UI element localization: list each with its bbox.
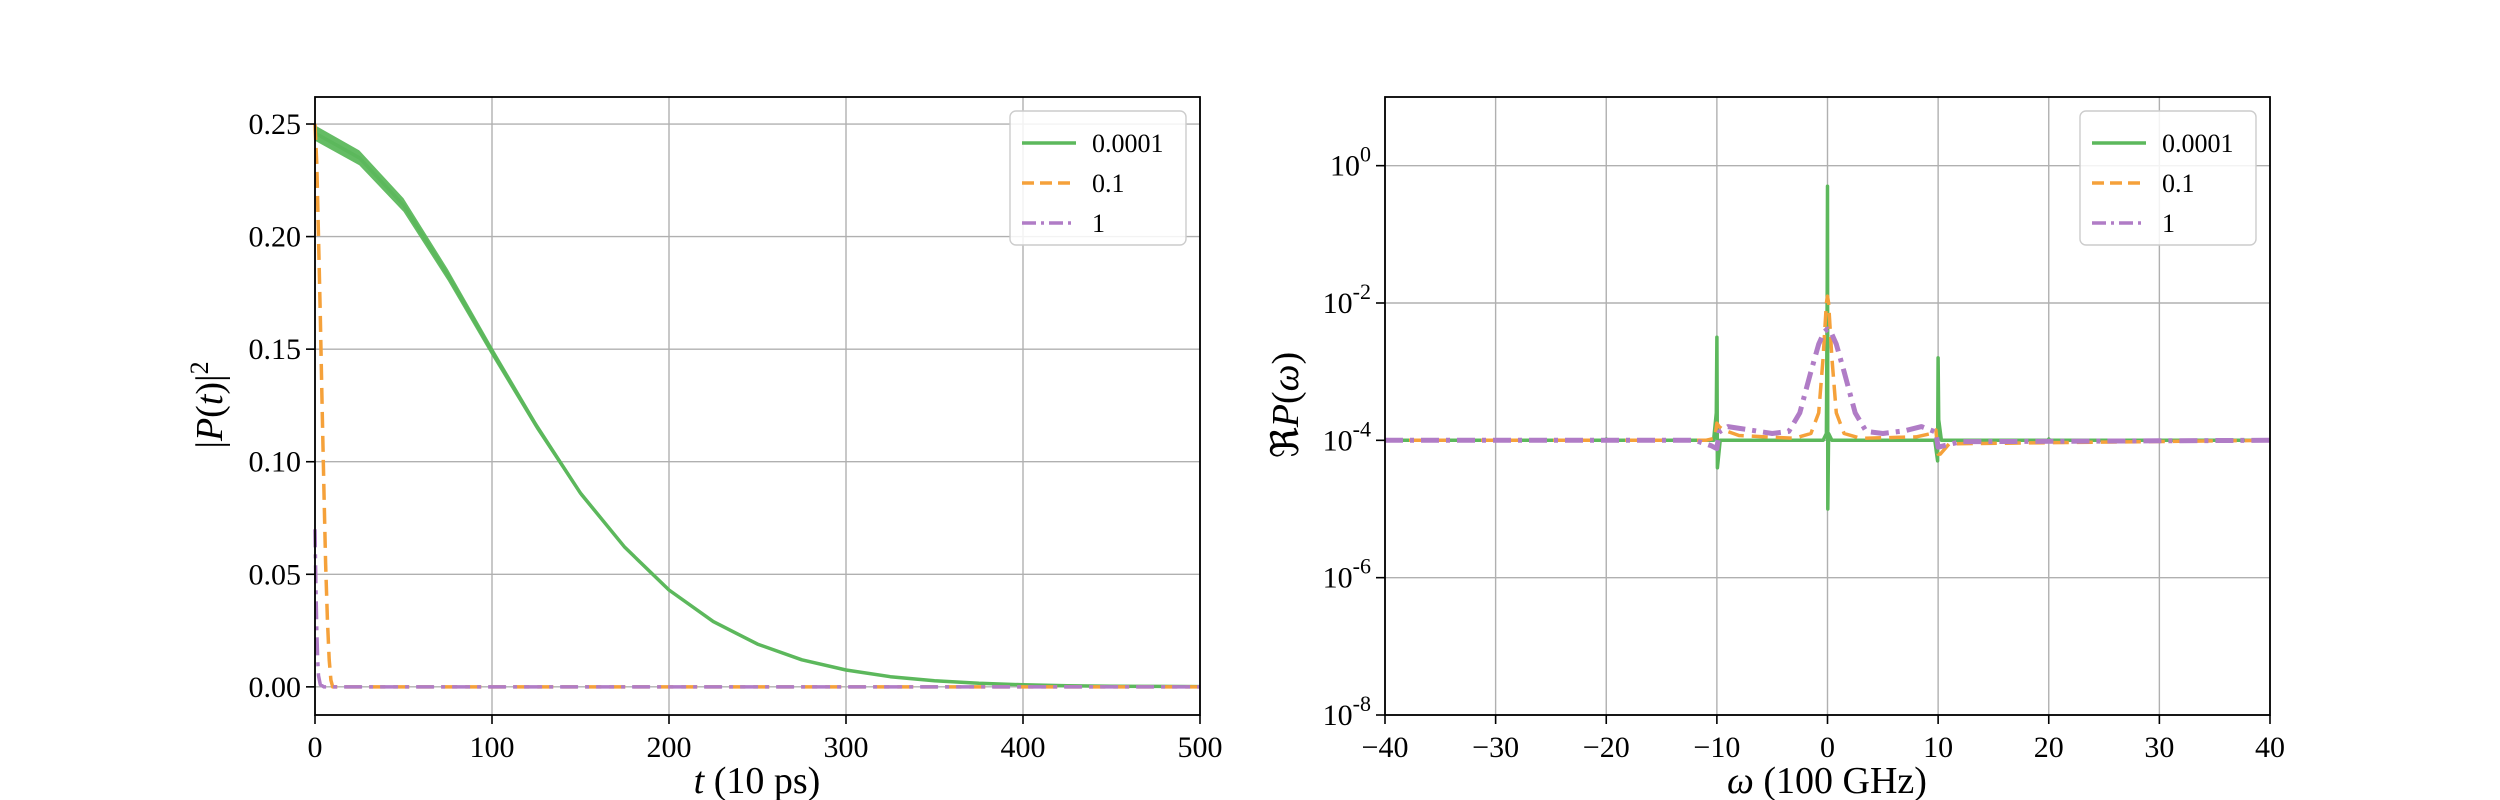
time-plot-ticks: 0 100 200 300 400 500 0.00 0.05 0.10 0.15 0.20 0.25 — [249, 108, 1223, 764]
freq-xtick-label: −20 — [1583, 731, 1630, 764]
freq-legend-label: 0.1 — [2162, 169, 2195, 198]
freq-plot-xlabel: ω (100 GHz) — [1727, 760, 1927, 800]
time-xtick-label: 100 — [470, 731, 515, 764]
freq-plot-ticks: −40 −30 −20 −10 0 10 20 30 40 10-8 10-6 10-4 10-2 100 — [1323, 142, 2285, 764]
time-plot-frame — [314, 96, 1201, 716]
time-ytick-label: 0.25 — [249, 108, 302, 141]
time-plot-series — [313, 123, 1201, 689]
time-series-2-line — [313, 529, 1200, 689]
time-xtick-label: 200 — [647, 731, 692, 764]
time-ytick-label: 0.05 — [249, 558, 302, 591]
time-ytick-label: 0.00 — [249, 671, 302, 704]
time-xtick-label: 400 — [1001, 731, 1046, 764]
freq-xtick-label: 0 — [1820, 731, 1835, 764]
freq-xtick-label: 40 — [2255, 731, 2285, 764]
freq-ytick-label: 100 — [1330, 142, 1371, 183]
time-ytick-label: 0.10 — [249, 446, 302, 479]
frequency-domain-plot: −40 −30 −20 −10 0 10 20 30 40 10-8 10-6 10-4 10-2 100… — [1265, 96, 2285, 800]
freq-plot-legend: 0.0001 0.1 1 — [2079, 110, 2257, 246]
freq-legend-label: 0.0001 — [2162, 129, 2234, 158]
freq-xtick-label: −30 — [1472, 731, 1519, 764]
freq-xtick-label: 30 — [2144, 731, 2174, 764]
time-domain-plot: 0 100 200 300 400 500 0.00 0.05 0.10 0.15 0.20 0.25… — [185, 96, 1223, 800]
time-legend-label: 0.1 — [1092, 169, 1125, 198]
time-legend-label: 1 — [1092, 209, 1105, 238]
freq-xtick-label: 20 — [2034, 731, 2064, 764]
time-legend-label: 0.0001 — [1092, 129, 1164, 158]
freq-plot-ylabel: ℜP(ω) — [1265, 352, 1307, 458]
freq-ytick-label: 10-6 — [1323, 554, 1371, 595]
freq-xtick-label: −40 — [1362, 731, 1409, 764]
freq-ytick-label: 10-2 — [1323, 279, 1371, 320]
freq-series-0-line — [1385, 184, 2270, 511]
freq-xtick-label: 10 — [1923, 731, 1953, 764]
time-plot-ylabel: |P(t)|2 — [185, 361, 231, 448]
time-xtick-label: 500 — [1178, 731, 1223, 764]
freq-series-2-line — [1385, 326, 2271, 452]
time-ytick-label: 0.20 — [249, 221, 302, 254]
freq-legend-label: 1 — [2162, 209, 2175, 238]
time-ytick-label: 0.15 — [249, 333, 302, 366]
freq-plot-series — [1385, 184, 2271, 511]
freq-series-1-line — [1385, 294, 2271, 456]
time-xtick-label: 0 — [308, 731, 323, 764]
freq-xtick-label: −10 — [1693, 731, 1740, 764]
freq-ytick-label: 10-4 — [1323, 416, 1371, 457]
time-plot-legend: 0.0001 0.1 1 — [1009, 110, 1187, 246]
time-plot-xlabel: t (10 ps) — [694, 760, 821, 800]
freq-ytick-label: 10-8 — [1323, 691, 1371, 732]
time-xtick-label: 300 — [824, 731, 869, 764]
